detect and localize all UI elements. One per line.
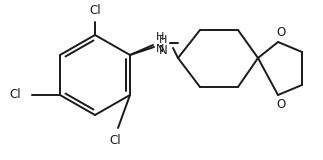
Text: Cl: Cl	[9, 88, 21, 101]
Text: H
N: H N	[156, 32, 164, 54]
Text: N: N	[159, 44, 167, 57]
Text: Cl: Cl	[89, 4, 101, 16]
Text: O: O	[276, 25, 286, 39]
Text: O: O	[276, 99, 286, 112]
Text: Cl: Cl	[109, 133, 121, 147]
Text: H: H	[159, 35, 167, 45]
